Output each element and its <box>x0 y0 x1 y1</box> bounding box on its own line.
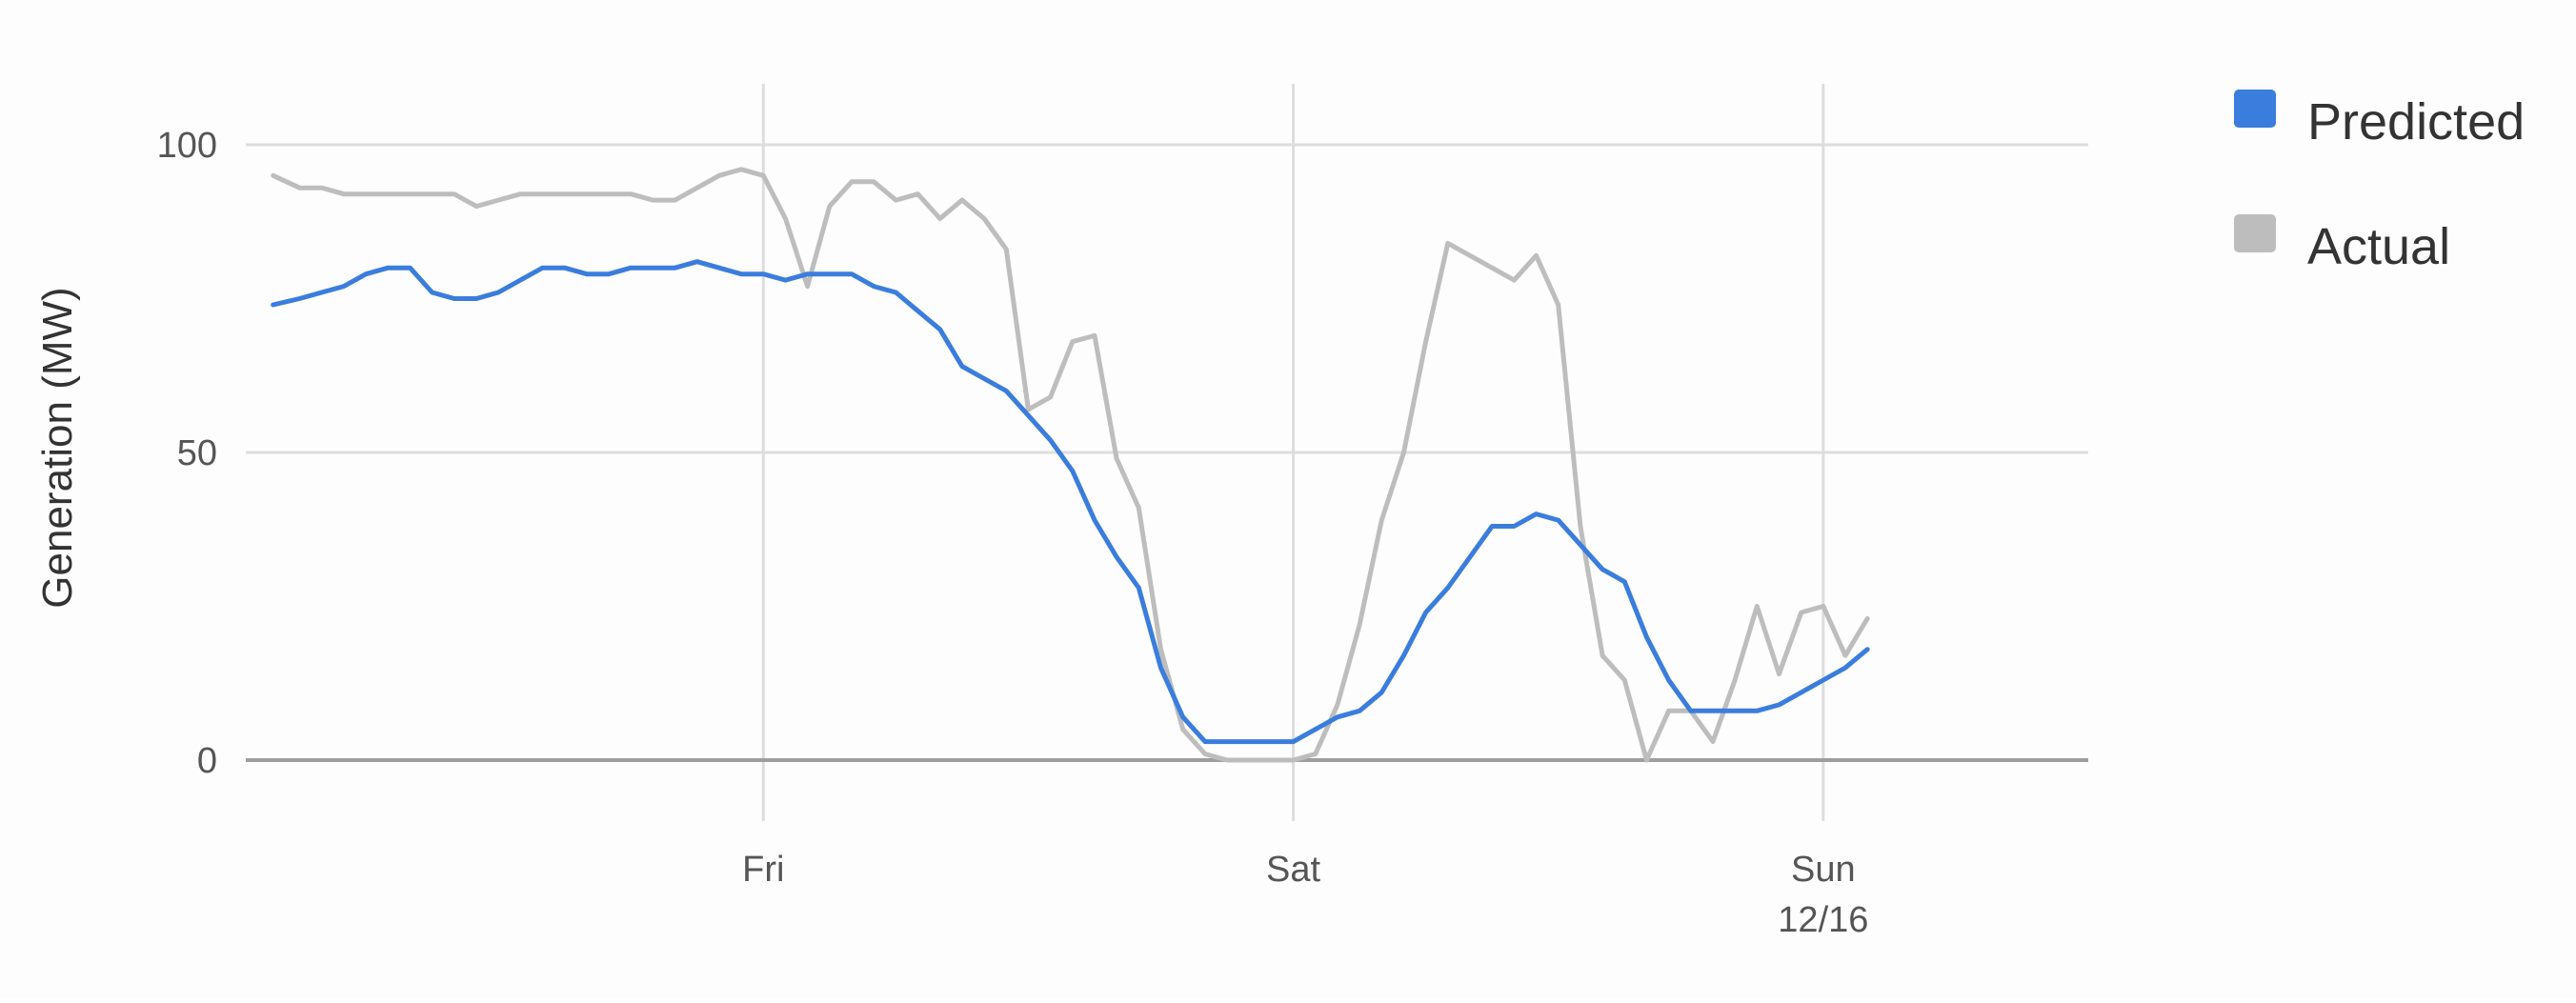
legend-swatch-actual <box>2234 214 2276 252</box>
legend-label-predicted: Predicted <box>2307 93 2525 150</box>
y-tick-label: 0 <box>197 741 217 781</box>
legend: Predicted Actual <box>2234 90 2525 275</box>
legend-swatch-predicted <box>2234 90 2276 128</box>
x-tick-sublabel: 12/16 <box>1778 900 1868 940</box>
x-tick-label: Fri <box>742 850 784 890</box>
series-line-actual <box>271 167 1870 763</box>
grid-layer <box>246 84 2088 821</box>
series-line-predicted <box>271 259 1870 745</box>
x-tick-label: Sat <box>1266 850 1320 890</box>
legend-label-actual: Actual <box>2307 218 2450 275</box>
y-tick-label: 100 <box>157 126 217 166</box>
x-tick-label: Sun <box>1791 850 1856 890</box>
axis-layer: Fri Sat Sun 12/16 0 50 100 <box>157 126 1869 940</box>
y-tick-label: 50 <box>177 433 217 473</box>
y-axis-title: Generation (MW) <box>34 287 81 608</box>
series-layer <box>271 167 1870 763</box>
